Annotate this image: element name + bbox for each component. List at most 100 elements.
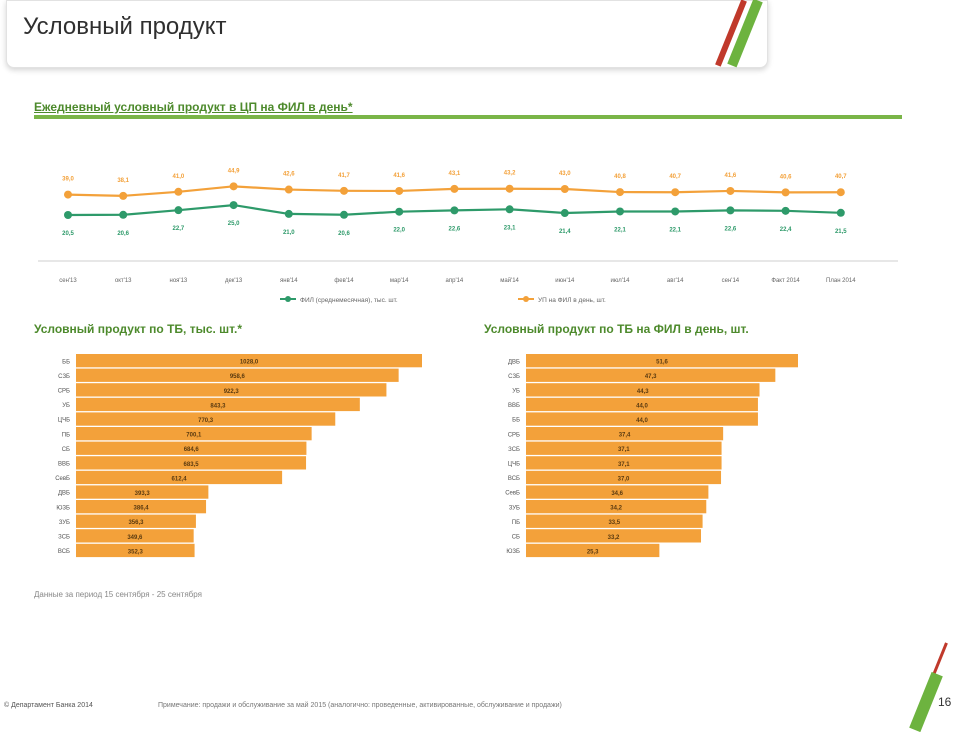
bar: [526, 354, 798, 368]
category-label: ЦЧБ: [58, 418, 70, 424]
bar: [526, 470, 722, 485]
data-label: 41,6: [393, 173, 405, 179]
category-label: УБ: [62, 403, 70, 409]
data-label: 22,6: [449, 226, 461, 232]
data-label: 23,1: [504, 225, 516, 231]
data-point: [395, 207, 404, 216]
data-label: 43,2: [504, 171, 516, 177]
bar-value-label: 393,3: [135, 491, 151, 497]
bar-value-label: 37,4: [619, 433, 631, 439]
bar: [76, 354, 422, 368]
bar-value-label: 34,2: [610, 506, 622, 512]
bar: [526, 500, 707, 514]
bar: [76, 543, 195, 558]
x-tick-label: окт'13: [115, 278, 132, 284]
x-tick-label: июл'14: [610, 278, 630, 284]
data-point: [284, 209, 293, 218]
data-point: [119, 210, 128, 219]
bar-value-label: 34,6: [611, 491, 623, 497]
x-tick-label: авг'14: [667, 278, 684, 284]
footer-copyright: © Департамент Банка 2014: [4, 702, 93, 709]
bar: [526, 514, 703, 528]
category-label: ВВБ: [508, 403, 520, 409]
data-label: 22,4: [780, 227, 792, 233]
category-label: ПБ: [62, 432, 70, 438]
data-label: 44,9: [228, 168, 240, 174]
data-label: 22,0: [393, 228, 405, 234]
category-label: ЗСБ: [58, 535, 70, 541]
right-chart-title: Условный продукт по ТБ на ФИЛ в день, шт…: [484, 322, 749, 336]
data-label: 21,5: [835, 229, 847, 235]
data-label: 41,0: [173, 174, 185, 180]
x-tick-label: ноя'13: [170, 278, 188, 284]
data-point: [64, 211, 72, 219]
category-label: ЗУБ: [59, 520, 70, 526]
category-label: ВСБ: [508, 476, 520, 482]
right-bar-chart: ДВБ 51,6 СЗБ 47,3 УБ 44,3 ВВБ 44,0 ББ 44,0 СРБ 37,4…: [505, 354, 798, 558]
data-point: [174, 187, 183, 196]
category-label: ДВБ: [58, 491, 70, 497]
bar-value-label: 25,3: [587, 549, 599, 555]
data-point: [284, 185, 293, 194]
bar: [526, 383, 760, 397]
data-point: [726, 186, 735, 195]
data-label: 43,0: [559, 171, 571, 177]
category-label: ЮЗБ: [506, 549, 520, 555]
x-tick-label: сен'14: [722, 278, 740, 284]
page-number: 16: [938, 695, 952, 709]
category-label: СРБ: [508, 432, 520, 438]
data-point: [340, 210, 348, 219]
data-point: [395, 186, 404, 195]
data-point: [450, 184, 459, 193]
bar-value-label: 612,4: [172, 476, 188, 482]
legend-label: УП на ФИЛ в день, шт.: [538, 297, 606, 304]
category-label: СБ: [512, 535, 520, 541]
bar: [526, 485, 709, 499]
bar: [76, 529, 194, 543]
legend-marker: [523, 296, 529, 302]
bar-value-label: 37,1: [618, 462, 630, 468]
data-label: 41,6: [725, 173, 737, 179]
x-tick-label: дек'13: [225, 278, 243, 284]
data-label: 25,0: [228, 221, 240, 227]
bar: [76, 383, 387, 397]
category-label: ББ: [512, 418, 520, 424]
data-point: [671, 188, 680, 197]
bar-value-label: 44,0: [636, 403, 648, 409]
bar: [76, 368, 399, 382]
data-label: 40,7: [835, 174, 847, 180]
x-tick-label: мар'14: [390, 278, 409, 284]
bar-value-label: 1028,0: [240, 360, 259, 366]
category-label: ПБ: [512, 520, 520, 526]
x-tick-label: май'14: [500, 277, 519, 284]
category-label: СЗБ: [508, 374, 520, 380]
x-tick-label: План 2014: [826, 278, 856, 284]
data-label: 22,1: [669, 227, 681, 233]
bar: [526, 368, 776, 382]
bar: [526, 529, 702, 543]
x-tick-label: янв'14: [280, 278, 298, 284]
data-point: [671, 207, 680, 216]
top-chart-title: Ежедневный условный продукт в ЦП на ФИЛ …: [34, 100, 353, 114]
bar-value-label: 958,6: [230, 374, 246, 380]
bar: [526, 456, 722, 470]
bar-value-label: 683,5: [184, 462, 200, 468]
x-tick-label: июн'14: [555, 278, 575, 284]
category-label: СЗБ: [58, 374, 70, 380]
bar: [76, 456, 307, 470]
data-label: 39,0: [62, 177, 74, 183]
data-label: 21,4: [559, 229, 571, 235]
header-panel: Условный продукт: [6, 0, 768, 68]
data-point: [560, 209, 569, 218]
bar-value-label: 47,3: [645, 374, 657, 380]
category-label: СевБ: [505, 491, 520, 497]
bar-value-label: 44,0: [636, 418, 648, 424]
bar-value-label: 37,0: [618, 476, 630, 482]
bar-value-label: 770,3: [198, 418, 214, 424]
data-point: [781, 206, 790, 215]
bar-value-label: 700,1: [186, 433, 202, 439]
bar-value-label: 37,1: [618, 447, 630, 453]
data-point: [505, 205, 514, 214]
bar-value-label: 44,3: [637, 389, 649, 395]
bar-value-label: 349,6: [127, 535, 143, 541]
